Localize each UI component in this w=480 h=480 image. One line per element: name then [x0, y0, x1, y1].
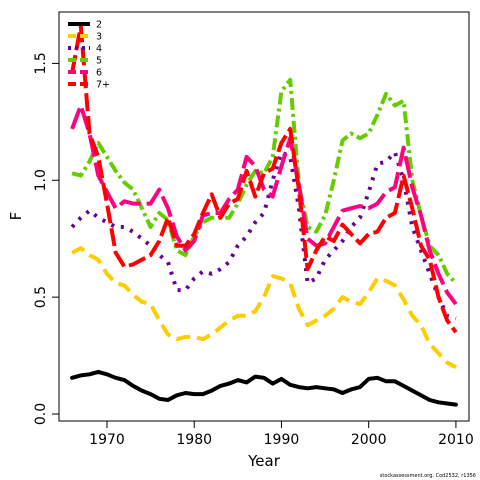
plot-frame	[58, 11, 470, 422]
x-axis-label: Year	[247, 452, 281, 470]
series-line-2	[70, 369, 458, 407]
x-tick-label: 2010	[438, 432, 474, 448]
credit-text: stockassessment.org, Cod2532, r1356	[380, 473, 476, 479]
legend-label: 3	[96, 32, 102, 43]
series-line-5	[71, 77, 458, 285]
legend-label: 2	[96, 20, 102, 31]
series-layer	[70, 24, 458, 407]
series-line-3	[71, 246, 457, 369]
y-tick-label: 1.0	[33, 169, 49, 191]
series-line-7plus	[70, 24, 458, 334]
y-axis: 0.0 0.5 1.0 1.5	[33, 52, 60, 425]
x-tick-label: 1970	[89, 432, 125, 448]
legend-label: 7+	[96, 80, 110, 91]
legend-label: 5	[96, 56, 102, 67]
x-tick-label: 1980	[176, 432, 212, 448]
y-tick-label: 0.5	[33, 286, 49, 308]
legend-label: 4	[96, 44, 102, 55]
x-tick-label: 2000	[351, 432, 387, 448]
x-tick-label: 1990	[264, 432, 300, 448]
y-tick-label: 1.5	[33, 52, 49, 74]
x-axis: 1970 1980 1990 2000 2010	[89, 420, 474, 448]
y-axis-label: F	[7, 212, 25, 221]
legend-label: 6	[96, 68, 102, 79]
series-line-6	[70, 103, 458, 306]
y-tick-label: 0.0	[33, 403, 49, 425]
